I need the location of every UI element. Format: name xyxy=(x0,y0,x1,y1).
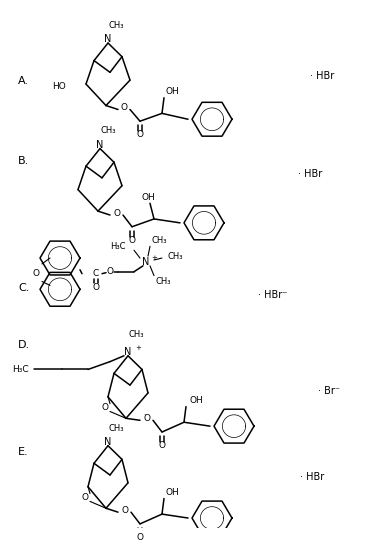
Text: OH: OH xyxy=(190,396,204,405)
Text: C.: C. xyxy=(18,284,29,293)
Text: N: N xyxy=(142,257,150,267)
Text: CH₃: CH₃ xyxy=(108,21,124,30)
Text: · HBr⁻: · HBr⁻ xyxy=(258,290,287,300)
Text: O: O xyxy=(121,505,129,515)
Text: C: C xyxy=(93,269,99,278)
Text: OH: OH xyxy=(141,193,155,202)
Text: O: O xyxy=(158,441,166,450)
Text: CH₃: CH₃ xyxy=(168,252,183,261)
Text: A.: A. xyxy=(18,76,29,86)
Text: N: N xyxy=(124,347,132,357)
Text: O: O xyxy=(107,267,113,276)
Text: CH₃: CH₃ xyxy=(108,423,124,433)
Text: O: O xyxy=(102,403,108,412)
Text: CH₃: CH₃ xyxy=(152,236,167,245)
Text: · HBr: · HBr xyxy=(310,71,334,81)
Text: O: O xyxy=(129,236,135,245)
Text: OH: OH xyxy=(166,87,180,96)
Text: · HBr: · HBr xyxy=(298,169,322,179)
Text: O: O xyxy=(82,493,88,502)
Text: O: O xyxy=(136,533,144,540)
Text: CH₃: CH₃ xyxy=(128,330,144,339)
Text: B.: B. xyxy=(18,156,29,166)
Text: +: + xyxy=(135,345,141,351)
Text: · Br⁻: · Br⁻ xyxy=(318,386,340,396)
Text: O: O xyxy=(113,208,121,218)
Text: CH₃: CH₃ xyxy=(100,126,116,136)
Text: OH: OH xyxy=(166,488,180,497)
Text: N: N xyxy=(104,34,112,44)
Text: · HBr: · HBr xyxy=(300,472,324,482)
Text: O: O xyxy=(93,283,99,292)
Text: E.: E. xyxy=(18,447,29,456)
Text: D.: D. xyxy=(18,340,30,350)
Text: H₃C: H₃C xyxy=(12,365,29,374)
Text: O: O xyxy=(33,269,39,278)
Text: O: O xyxy=(136,130,144,139)
Text: H₃C: H₃C xyxy=(110,242,126,251)
Text: N: N xyxy=(96,140,104,150)
Text: O: O xyxy=(144,414,150,423)
Text: ·: · xyxy=(143,413,145,418)
Text: N: N xyxy=(104,437,112,447)
Text: CH₃: CH₃ xyxy=(156,277,172,286)
Text: +: + xyxy=(151,255,157,261)
Text: HO: HO xyxy=(52,82,66,91)
Text: O: O xyxy=(121,103,127,112)
